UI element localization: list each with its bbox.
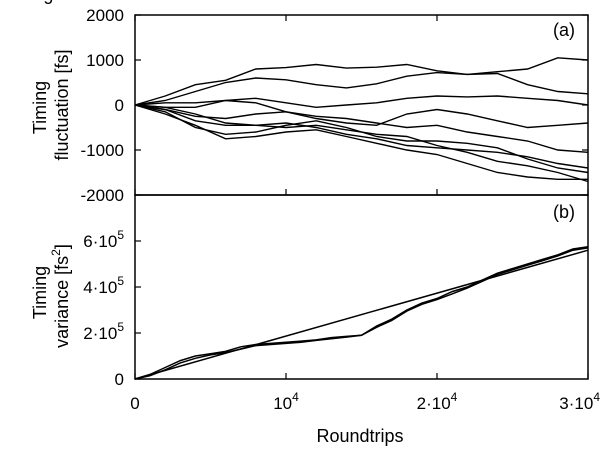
panel-b-ylabel-sup: 2 [49, 249, 63, 256]
panel-a-y-title-line1: Timing [0, 0, 53, 4]
panel-a-ytick-label-0: 2000 [86, 6, 124, 25]
panel-a-series-5 [134, 104, 589, 153]
panel-b-xtick-label-3: 3·104 [559, 390, 600, 413]
panel-a-ytick-label-1: 1000 [86, 51, 124, 70]
panel-b-series-3 [134, 249, 589, 380]
panel-a-ylabel-line1: Timing [30, 81, 50, 134]
panel-a-series-1 [134, 57, 589, 106]
panel-a-y-ticks: 2000 1000 0 -1000 -2000 [81, 6, 588, 205]
panel-a-series-3 [134, 95, 589, 109]
panel-b-frame [134, 194, 589, 380]
panel-a-ytick-label-4: -2000 [81, 186, 124, 205]
panel-a-y-axis-title: Timing [0, 0, 53, 4]
panel-a: 2000 1000 0 -1000 -2000 (a) Timing [0, 0, 589, 205]
panel-b-ylabel-line1: Timing [30, 266, 50, 319]
panel-b-y-axis-title-rotated: Timing variance [fs2] [30, 244, 72, 348]
panel-a-ytick-label-2: 0 [115, 96, 124, 115]
panel-b-ytick-label-3: 0 [115, 370, 124, 389]
panel-b-y-ticks: 6·105 4·105 2·105 0 [83, 228, 141, 389]
x-axis-title: Roundtrips [316, 426, 403, 446]
panel-b-series-group [134, 246, 589, 380]
panel-b: 6·105 4·105 2·105 0 0 104 2·104 3·104 (b) [83, 15, 600, 413]
panel-a-series-4 [134, 99, 589, 129]
panel-a-ylabel-line2: fluctuation [fs] [52, 49, 72, 160]
panel-a-label: (a) [553, 20, 575, 40]
panel-b-ytick-label-1: 4·105 [83, 274, 124, 297]
panel-b-x-ticks: 0 104 2·104 3·104 [130, 15, 600, 413]
panel-b-ylabel-line2: variance [fs [52, 256, 72, 348]
panel-a-series-2 [134, 71, 589, 106]
panel-a-series-group [134, 57, 589, 183]
panel-b-label: (b) [553, 202, 575, 222]
panel-b-xtick-label-0: 0 [130, 394, 139, 413]
panel-b-ylabel-close: ] [52, 244, 72, 249]
panel-b-xtick-label-2: 2·104 [417, 390, 458, 413]
panel-b-xtick-label-1: 104 [273, 390, 299, 413]
panel-a-series-7 [134, 104, 589, 174]
panel-b-ytick-label-0: 6·105 [83, 228, 124, 251]
panel-b-series-2 [134, 247, 589, 380]
panel-a-series-9 [134, 104, 589, 183]
panel-a-ytick-label-3: -1000 [81, 141, 124, 160]
panel-b-ytick-label-2: 2·105 [83, 320, 124, 343]
panel-a-series-6 [134, 104, 589, 169]
panel-a-y-axis-title-rotated: Timing fluctuation [fs] [30, 49, 72, 160]
panel-a-series-8 [134, 104, 588, 180]
